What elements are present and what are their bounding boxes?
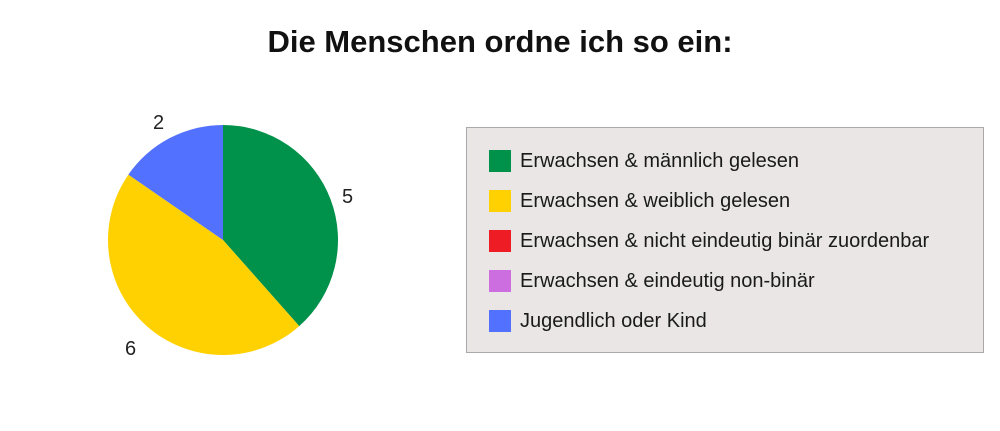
legend: Erwachsen & männlich gelesen Erwachsen &…: [466, 127, 984, 353]
legend-swatch: [489, 230, 511, 252]
pie-slice-1: [108, 174, 300, 355]
chart-title: Die Menschen ordne ich so ein:: [267, 24, 733, 59]
legend-item: Erwachsen & männlich gelesen: [489, 149, 799, 173]
pie-slice-4: [128, 125, 223, 240]
legend-label: Erwachsen & männlich gelesen: [520, 149, 800, 172]
legend-swatch: [489, 270, 511, 292]
legend-swatch: [489, 310, 511, 332]
legend-label: Jugendlich oder Kind: [520, 309, 707, 332]
data-label-female: 6: [125, 338, 137, 360]
legend-swatch: [489, 150, 511, 172]
legend-swatch: [489, 190, 511, 212]
legend-item: Erwachsen & eindeutig non-binär: [489, 269, 815, 293]
pie-slice-0: [223, 125, 338, 327]
legend-item: Erwachsen & nicht eindeutig binär zuorde…: [489, 229, 929, 253]
legend-label: Erwachsen & weiblich gelesen: [520, 189, 791, 212]
data-label-youth: 2: [153, 112, 165, 134]
legend-item: Erwachsen & weiblich gelesen: [489, 189, 790, 213]
legend-item: Jugendlich oder Kind: [489, 309, 707, 333]
legend-label: Erwachsen & nicht eindeutig binär zuorde…: [520, 229, 930, 252]
data-label-male: 5: [342, 186, 354, 208]
legend-label: Erwachsen & eindeutig non-binär: [520, 269, 815, 292]
